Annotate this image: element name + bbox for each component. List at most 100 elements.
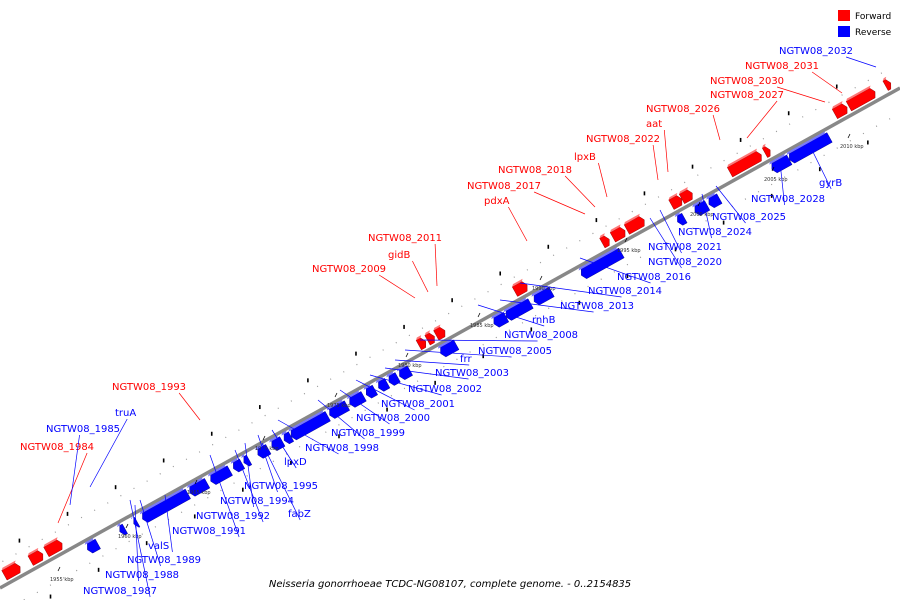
- reverse-gene[interactable]: [705, 192, 723, 209]
- reverse-gene[interactable]: [502, 297, 534, 322]
- forward-gene[interactable]: [668, 192, 685, 210]
- reverse-gene-label[interactable]: lpxD: [284, 457, 307, 468]
- lane-marker: [49, 594, 52, 599]
- reverse-gene[interactable]: [490, 311, 510, 329]
- reverse-gene[interactable]: [186, 477, 211, 498]
- reverse-gene-label[interactable]: NGTW08_2028: [751, 194, 825, 205]
- reverse-leader-line: [499, 299, 594, 313]
- forward-gene[interactable]: [678, 187, 695, 204]
- gene-bevel: [1, 560, 16, 571]
- reverse-gene-label[interactable]: NGTW08_2002: [408, 384, 482, 395]
- forward-gene-label[interactable]: pdxA: [484, 196, 510, 207]
- reverse-gene-label[interactable]: NGTW08_1992: [196, 511, 270, 522]
- reverse-gene-label[interactable]: NGTW08_2016: [617, 272, 691, 283]
- reverse-leader-line: [369, 374, 442, 396]
- reverse-gene-label[interactable]: NGTW08_1988: [105, 570, 179, 581]
- forward-gene-label[interactable]: NGTW08_1984: [20, 442, 94, 453]
- reverse-gene[interactable]: [116, 522, 128, 536]
- reverse-gene[interactable]: [280, 430, 295, 445]
- reverse-leader-line: [277, 419, 339, 455]
- forward-gene[interactable]: [761, 143, 773, 158]
- reverse-gene-label[interactable]: NGTW08_2001: [381, 399, 455, 410]
- reverse-gene-label[interactable]: frr: [460, 354, 472, 365]
- forward-gene[interactable]: [609, 224, 628, 243]
- reverse-gene-label[interactable]: NGTW08_2000: [356, 413, 430, 424]
- forward-gene-label[interactable]: NGTW08_2017: [467, 181, 541, 192]
- forward-gene-label[interactable]: NGTW08_2018: [498, 165, 572, 176]
- reverse-gene-label[interactable]: truA: [115, 408, 136, 419]
- forward-gene[interactable]: [424, 330, 437, 346]
- forward-gene-label[interactable]: gidB: [388, 250, 410, 261]
- reverse-gene[interactable]: [240, 453, 253, 467]
- reverse-gene-label[interactable]: valS: [148, 541, 169, 552]
- kbp-tick-label: 1965 kbp: [187, 490, 211, 496]
- forward-gene[interactable]: [43, 537, 65, 558]
- lane-marker: [451, 298, 453, 303]
- forward-gene-label[interactable]: NGTW08_1993: [112, 382, 186, 393]
- reverse-gene-label[interactable]: rnhB: [532, 315, 556, 326]
- reverse-gene-label[interactable]: NGTW08_1998: [305, 443, 379, 454]
- reverse-leader-line: [701, 193, 712, 239]
- lane-marker: [259, 405, 261, 410]
- reverse-gene[interactable]: [530, 285, 555, 306]
- reverse-gene-label[interactable]: fabZ: [288, 509, 311, 520]
- reverse-gene-label[interactable]: NGTW08_1989: [127, 555, 201, 566]
- forward-gene[interactable]: [27, 547, 46, 566]
- forward-gene[interactable]: [511, 278, 530, 297]
- reverse-gene-label[interactable]: NGTW08_2020: [648, 257, 722, 268]
- forward-gene[interactable]: [845, 85, 878, 112]
- forward-gene-label[interactable]: NGTW08_2031: [745, 61, 819, 72]
- forward-gene[interactable]: [623, 213, 647, 235]
- forward-gene-label[interactable]: NGTW08_2027: [710, 90, 784, 101]
- reverse-gene-label[interactable]: NGTW08_1985: [46, 424, 120, 435]
- kbp-tick-label: 2010 kbp: [840, 144, 864, 150]
- reverse-gene[interactable]: [437, 338, 460, 358]
- reverse-gene-label[interactable]: NGTW08_1987: [83, 586, 157, 597]
- forward-gene-label[interactable]: aat: [646, 119, 662, 130]
- forward-gene-label[interactable]: lpxB: [574, 152, 596, 163]
- reverse-gene-label[interactable]: NGTW08_1999: [331, 428, 405, 439]
- reverse-gene-label[interactable]: NGTW08_2013: [560, 301, 634, 312]
- gene-bevel: [84, 537, 94, 545]
- reverse-gene-label[interactable]: NGTW08_2024: [678, 227, 752, 238]
- gene-bevel: [706, 192, 715, 200]
- reverse-gene-label[interactable]: NGTW08_2003: [435, 368, 509, 379]
- forward-gene-label[interactable]: NGTW08_2009: [312, 264, 386, 275]
- reverse-gene[interactable]: [768, 153, 793, 174]
- gene-bevel: [288, 410, 324, 432]
- forward-gene[interactable]: [831, 101, 850, 119]
- lane-marker: [691, 164, 694, 169]
- reverse-gene[interactable]: [268, 435, 286, 452]
- reverse-gene[interactable]: [674, 211, 688, 226]
- reverse-gene[interactable]: [130, 515, 141, 528]
- forward-gene[interactable]: [882, 76, 894, 91]
- reverse-gene-label[interactable]: NGTW08_1994: [220, 496, 294, 507]
- forward-gene[interactable]: [726, 148, 764, 178]
- reverse-gene-label[interactable]: gyrB: [819, 178, 842, 189]
- forward-gene-label[interactable]: NGTW08_2011: [368, 233, 442, 244]
- reverse-gene-label[interactable]: NGTW08_2005: [478, 346, 552, 357]
- reverse-gene-label[interactable]: NGTW08_2008: [504, 330, 578, 341]
- forward-gene-label[interactable]: NGTW08_2026: [646, 104, 720, 115]
- reverse-gene[interactable]: [385, 371, 401, 387]
- reverse-gene[interactable]: [578, 246, 625, 280]
- reverse-gene-label[interactable]: NGTW08_2025: [712, 212, 786, 223]
- reverse-leader-line: [404, 349, 512, 358]
- lane-marker: [722, 220, 725, 225]
- forward-gene-label[interactable]: NGTW08_2030: [710, 76, 784, 87]
- reverse-gene-label[interactable]: NGTW08_1991: [172, 526, 246, 537]
- reverse-gene-label[interactable]: NGTW08_2021: [648, 242, 722, 253]
- reverse-gene-label[interactable]: NGTW08_1995: [244, 481, 318, 492]
- forward-gene[interactable]: [1, 560, 23, 581]
- reverse-gene-label[interactable]: NGTW08_2014: [588, 286, 662, 297]
- forward-gene[interactable]: [415, 335, 428, 351]
- forward-gene-label[interactable]: NGTW08_2022: [586, 134, 660, 145]
- forward-gene[interactable]: [599, 233, 612, 249]
- reverse-gene-label[interactable]: NGTW08_2032: [779, 46, 853, 57]
- reverse-gene[interactable]: [363, 383, 378, 399]
- reverse-gene[interactable]: [207, 464, 233, 486]
- reverse-gene[interactable]: [84, 537, 101, 554]
- forward-lane: [0, 68, 890, 564]
- reverse-leader-line: [649, 217, 682, 269]
- forward-gene[interactable]: [433, 324, 448, 341]
